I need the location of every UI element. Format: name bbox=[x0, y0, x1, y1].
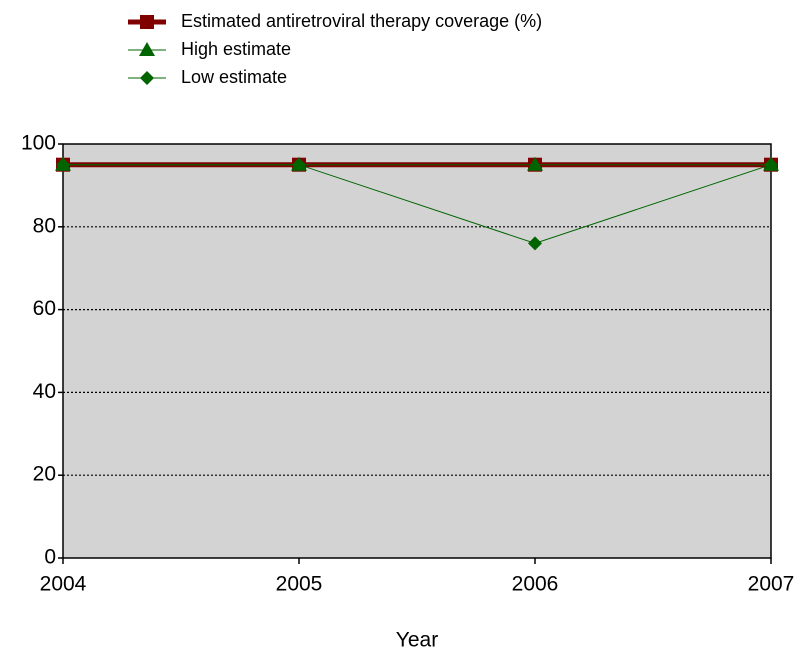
plot-area bbox=[62, 143, 772, 559]
series-line bbox=[63, 164, 772, 244]
legend-label: Low estimate bbox=[181, 67, 287, 87]
x-tick-label: 2006 bbox=[512, 573, 559, 596]
marker bbox=[292, 157, 306, 172]
legend-marker bbox=[139, 42, 155, 56]
x-tick-label: 2004 bbox=[40, 573, 87, 596]
marker bbox=[764, 157, 778, 172]
x-tick-label: 2007 bbox=[748, 573, 795, 596]
legend-marker bbox=[140, 15, 154, 29]
y-tick-label: 40 bbox=[33, 380, 56, 403]
x-tick-label: 2005 bbox=[276, 573, 323, 596]
y-tick-label: 60 bbox=[33, 297, 56, 320]
legend-label: Estimated antiretroviral therapy coverag… bbox=[181, 11, 542, 31]
y-tick-label: 80 bbox=[33, 214, 56, 237]
marker bbox=[527, 156, 543, 171]
y-tick-label: 0 bbox=[44, 546, 56, 569]
y-tick-label: 20 bbox=[33, 463, 56, 486]
legend-marker bbox=[140, 71, 154, 85]
x-axis-label: Year bbox=[396, 629, 438, 652]
marker bbox=[56, 157, 70, 172]
marker bbox=[528, 236, 542, 251]
legend-label: High estimate bbox=[181, 39, 291, 59]
y-tick-label: 100 bbox=[21, 132, 56, 155]
